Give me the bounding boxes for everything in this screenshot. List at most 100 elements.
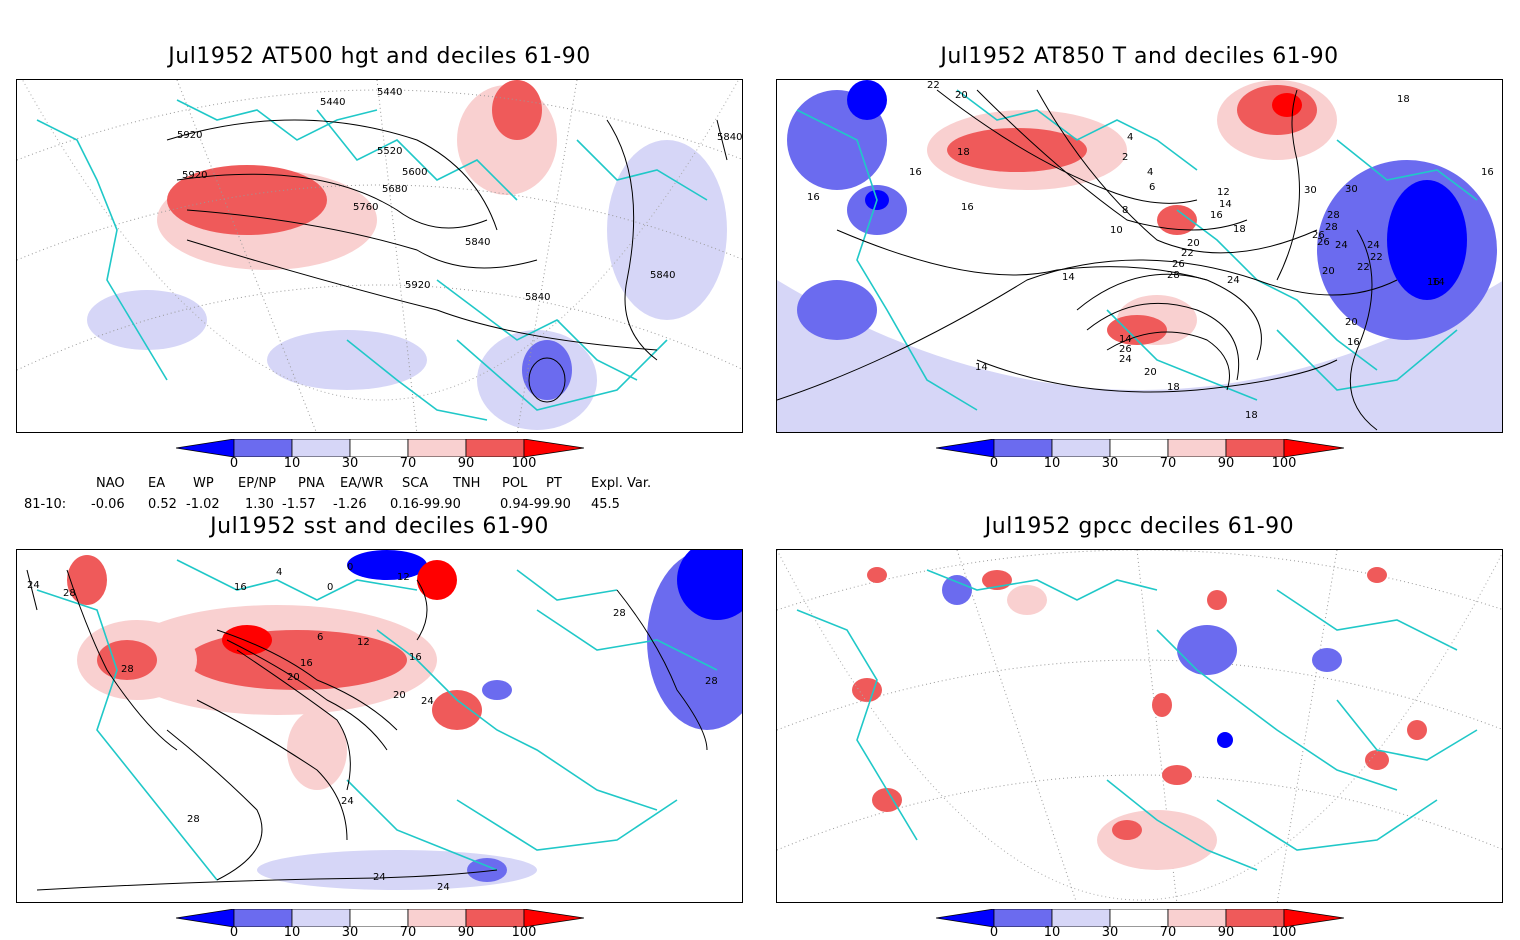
svg-text:16: 16 bbox=[300, 658, 313, 669]
index-value: -1.02 bbox=[186, 497, 220, 512]
colorbar-sst: 0 10 30 70 90 100 bbox=[175, 908, 585, 940]
svg-text:4: 4 bbox=[1147, 167, 1153, 178]
index-header: EA/WR bbox=[340, 476, 384, 491]
index-header: PNA bbox=[298, 476, 325, 491]
svg-text:24: 24 bbox=[1335, 240, 1348, 251]
colorbar-label: 70 bbox=[399, 925, 417, 940]
t850-map: 22 20 18 16 16 16 14 14 14 10 8 4 2 6 4 … bbox=[777, 80, 1502, 432]
svg-text:18: 18 bbox=[1233, 224, 1246, 235]
svg-text:26: 26 bbox=[1317, 237, 1330, 248]
coastlines bbox=[796, 569, 1478, 871]
temperature-contour-labels: 22 20 18 16 16 16 14 14 14 10 8 4 2 6 4 … bbox=[807, 80, 1494, 421]
svg-text:24: 24 bbox=[437, 882, 450, 893]
colorbar-label: 90 bbox=[1217, 925, 1235, 940]
svg-text:5840: 5840 bbox=[525, 292, 550, 303]
temperature-contours bbox=[777, 89, 1398, 431]
index-header: Expl. Var. bbox=[591, 476, 652, 491]
svg-text:5840: 5840 bbox=[465, 237, 490, 248]
index-value: -1.57 bbox=[282, 497, 316, 512]
colorbar-label: 10 bbox=[1043, 456, 1061, 471]
svg-text:5680: 5680 bbox=[382, 184, 407, 195]
svg-text:20: 20 bbox=[955, 90, 968, 101]
height-contours bbox=[166, 119, 728, 403]
svg-text:24: 24 bbox=[1227, 275, 1240, 286]
svg-text:22: 22 bbox=[1370, 252, 1383, 263]
svg-text:4: 4 bbox=[1127, 132, 1133, 143]
svg-text:5440: 5440 bbox=[320, 97, 345, 108]
svg-text:8: 8 bbox=[1122, 205, 1128, 216]
colorbar-label: 30 bbox=[1101, 456, 1119, 471]
index-header: TNH bbox=[453, 476, 481, 491]
svg-text:20: 20 bbox=[1345, 317, 1358, 328]
colorbar-swatches bbox=[175, 908, 585, 928]
index-header: EA bbox=[148, 476, 166, 491]
index-value: 0.52 bbox=[148, 497, 177, 512]
colorbar-label: 10 bbox=[283, 456, 301, 471]
index-value: 1.30 bbox=[245, 497, 274, 512]
svg-text:14: 14 bbox=[1432, 277, 1445, 288]
svg-text:0: 0 bbox=[347, 562, 353, 573]
svg-text:24: 24 bbox=[341, 796, 354, 807]
colorbar-label: 30 bbox=[341, 925, 359, 940]
svg-text:26: 26 bbox=[1119, 344, 1132, 355]
colorbar-label: 0 bbox=[229, 925, 239, 940]
svg-text:6: 6 bbox=[1149, 182, 1155, 193]
svg-text:12: 12 bbox=[1217, 187, 1230, 198]
panel-title-hgt: Jul1952 AT500 hgt and deciles 61-90 bbox=[168, 44, 591, 69]
index-row-label: 81-10: bbox=[24, 497, 67, 512]
svg-text:14: 14 bbox=[1119, 334, 1132, 345]
colorbar-label: 90 bbox=[1217, 456, 1235, 471]
colorbar-label: 30 bbox=[1101, 925, 1119, 940]
svg-text:16: 16 bbox=[1427, 277, 1440, 288]
svg-text:18: 18 bbox=[1245, 410, 1258, 421]
colorbar-label: 90 bbox=[457, 925, 475, 940]
sst-contours bbox=[26, 569, 708, 891]
colorbar-label: 70 bbox=[399, 456, 417, 471]
colorbar-swatches bbox=[175, 438, 585, 458]
svg-text:16: 16 bbox=[1347, 337, 1360, 348]
map-panel-gpcc bbox=[776, 549, 1503, 903]
svg-text:12: 12 bbox=[397, 572, 410, 583]
svg-text:5600: 5600 bbox=[402, 167, 427, 178]
coastlines bbox=[36, 559, 718, 881]
decile-shading bbox=[777, 80, 1502, 432]
colorbar-label: 70 bbox=[1159, 925, 1177, 940]
colorbar-label: 0 bbox=[229, 456, 239, 471]
svg-text:5760: 5760 bbox=[353, 202, 378, 213]
map-panel-hgt: 5440 5440 5520 5600 5680 5760 5840 5840 … bbox=[16, 79, 743, 433]
decile-shading bbox=[87, 80, 727, 430]
colorbar-hgt: 0 10 30 70 90 100 bbox=[175, 438, 585, 475]
svg-text:28: 28 bbox=[187, 814, 200, 825]
svg-text:5920: 5920 bbox=[177, 130, 202, 141]
coastlines bbox=[36, 99, 708, 421]
colorbar-t850: 0 10 30 70 90 100 bbox=[935, 438, 1345, 475]
gpcc-map bbox=[777, 550, 1502, 902]
svg-text:28: 28 bbox=[63, 588, 76, 599]
sst-contour-labels: 24 28 28 16 4 0 0 12 6 12 16 16 20 20 24… bbox=[27, 562, 718, 893]
svg-text:10: 10 bbox=[1110, 225, 1123, 236]
svg-text:14: 14 bbox=[975, 362, 988, 373]
colorbar-swatches bbox=[935, 438, 1345, 458]
coastlines bbox=[796, 89, 1478, 411]
index-header: NAO bbox=[96, 476, 125, 491]
svg-text:20: 20 bbox=[1322, 266, 1335, 277]
svg-text:22: 22 bbox=[1181, 248, 1194, 259]
map-panel-t850: 22 20 18 16 16 16 14 14 14 10 8 4 2 6 4 … bbox=[776, 79, 1503, 433]
colorbar-label: 30 bbox=[341, 456, 359, 471]
svg-text:28: 28 bbox=[1167, 270, 1180, 281]
colorbar-label: 10 bbox=[283, 925, 301, 940]
colorbar-label: 70 bbox=[1159, 456, 1177, 471]
index-value: 0.94-99.90 bbox=[500, 497, 571, 512]
svg-text:16: 16 bbox=[1210, 210, 1223, 221]
index-value: -0.06 bbox=[91, 497, 125, 512]
svg-text:0: 0 bbox=[327, 582, 333, 593]
svg-text:30: 30 bbox=[1304, 185, 1317, 196]
svg-text:18: 18 bbox=[957, 147, 970, 158]
colorbar-label: 90 bbox=[457, 456, 475, 471]
index-value: 0.16-99.90 bbox=[390, 497, 461, 512]
svg-text:16: 16 bbox=[1481, 167, 1494, 178]
svg-text:20: 20 bbox=[393, 690, 406, 701]
svg-text:16: 16 bbox=[909, 167, 922, 178]
decile-shading bbox=[67, 550, 742, 890]
colorbar-gpcc: 0 10 30 70 90 100 bbox=[935, 908, 1345, 940]
